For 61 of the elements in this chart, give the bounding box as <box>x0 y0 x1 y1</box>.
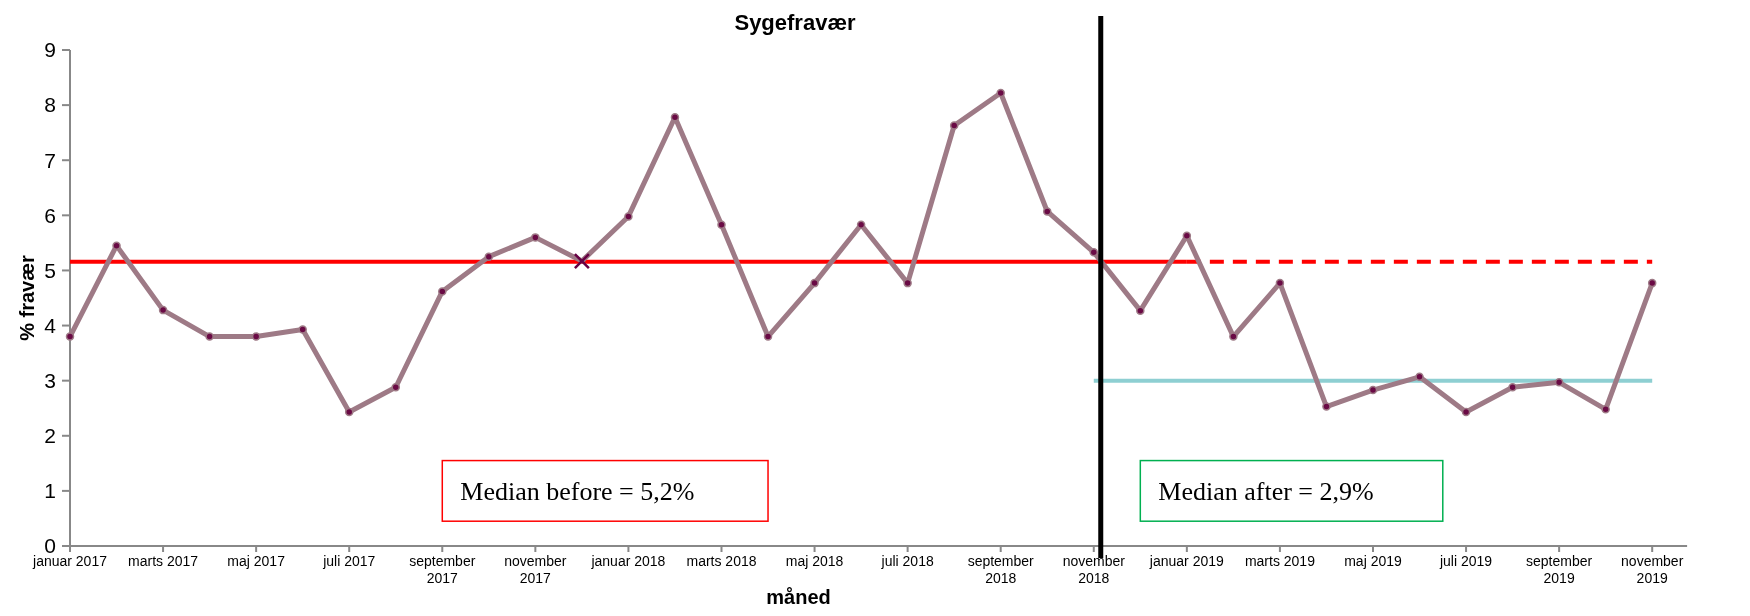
point <box>1182 231 1192 240</box>
point <box>810 278 819 288</box>
x-tick-label: januar 2019 <box>1148 553 1225 569</box>
chart-title: Sygefravær <box>734 10 856 35</box>
y-tick-label: 2 <box>44 424 56 448</box>
x-tick-label: september 2019 <box>1526 553 1593 586</box>
point <box>763 332 773 341</box>
point <box>1229 332 1238 341</box>
point <box>573 252 591 270</box>
y-tick-label: 8 <box>44 93 56 117</box>
x-tick-label: november 2018 <box>1062 553 1126 586</box>
point <box>1461 407 1471 417</box>
x-tick-label: november 2017 <box>504 553 567 586</box>
x-tick-label: marts 2017 <box>128 553 199 569</box>
point <box>1554 378 1564 387</box>
point <box>158 305 168 315</box>
x-tick-label: juli 2018 <box>880 553 934 569</box>
y-tick-label: 1 <box>44 479 56 503</box>
point <box>438 287 447 296</box>
point <box>484 252 494 261</box>
x-tick-label: september 2018 <box>967 553 1035 586</box>
y-tick-label: 9 <box>44 38 56 62</box>
x-tick-label: juli 2017 <box>322 553 376 569</box>
x-tick-label: november 2019 <box>1621 553 1684 586</box>
x-tick-label: september 2017 <box>409 553 476 586</box>
point <box>717 220 726 229</box>
y-tick-label: 3 <box>44 369 56 393</box>
point <box>391 383 400 392</box>
x-tick-label: maj 2017 <box>227 553 286 569</box>
x-tick-label: juli 2019 <box>1438 553 1493 569</box>
point <box>996 88 1005 98</box>
point <box>624 212 633 221</box>
point <box>531 233 540 242</box>
y-tick-label: 5 <box>44 258 56 282</box>
point <box>1368 385 1378 395</box>
annotation: Median before = 5,2% <box>460 476 695 506</box>
annotation: Median after = 2,9% <box>1158 476 1374 506</box>
x-axis-title: måned <box>766 586 831 608</box>
point <box>205 332 214 341</box>
y-axis-title: % fravær <box>16 254 38 341</box>
point <box>1415 372 1424 382</box>
point <box>298 325 307 334</box>
point <box>65 332 75 341</box>
y-tick-label: 7 <box>44 148 56 172</box>
point <box>856 220 866 229</box>
x-tick-label: maj 2018 <box>785 553 844 569</box>
y-tick-label: 6 <box>44 203 56 227</box>
point <box>1601 405 1610 414</box>
x-tick-label: marts 2018 <box>686 553 757 569</box>
point <box>949 121 959 130</box>
x-tick-label: marts 2019 <box>1244 553 1316 569</box>
point <box>1089 248 1099 257</box>
point <box>112 241 121 250</box>
x-tick-label: maj 2019 <box>1344 553 1402 569</box>
x-tick-label: januar 2018 <box>590 553 666 569</box>
point <box>1508 383 1517 392</box>
point <box>344 407 354 417</box>
point <box>1647 278 1657 288</box>
point <box>1042 207 1052 216</box>
point <box>1322 402 1331 411</box>
y-tick-label: 4 <box>44 313 57 337</box>
